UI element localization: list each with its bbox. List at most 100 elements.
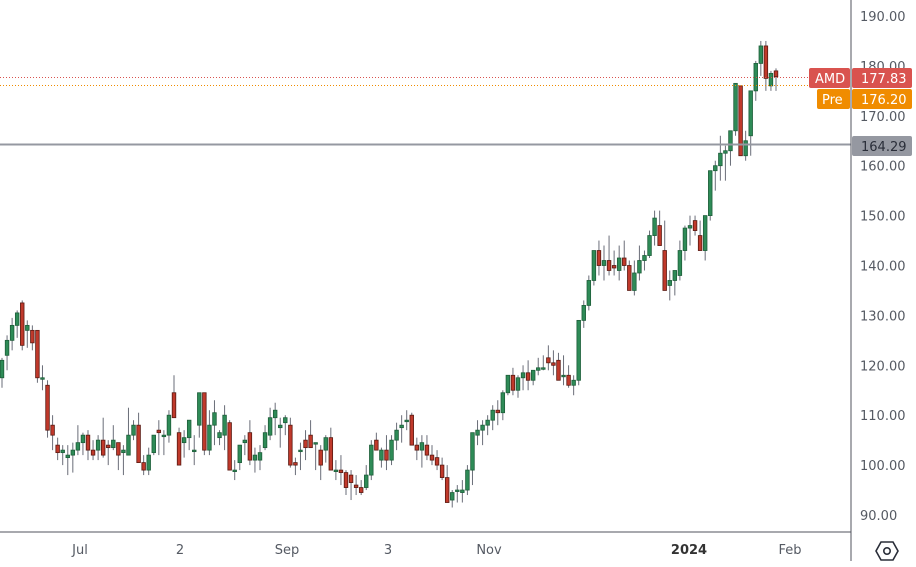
price-tick-label: 100.00 (860, 459, 906, 474)
candle (65, 445, 70, 476)
gear-hexagon-icon (875, 541, 899, 561)
pre-price-tag: 176.20 (852, 89, 912, 109)
candle (677, 240, 683, 281)
candle (4, 335, 10, 371)
price-tick-label: 90.00 (860, 509, 897, 524)
candle (353, 475, 359, 496)
pre-price-value: 176.20 (861, 93, 907, 108)
candle (520, 365, 526, 391)
candle (308, 420, 313, 449)
candle (551, 350, 556, 376)
candle (768, 70, 774, 91)
candle (90, 440, 96, 461)
candle (20, 300, 25, 351)
candle (75, 425, 81, 456)
price-tick-label: 130.00 (860, 309, 906, 324)
candle (111, 425, 116, 451)
candle (338, 455, 344, 486)
candle (166, 410, 172, 443)
candle (439, 457, 445, 481)
candle (616, 245, 622, 281)
candle (212, 400, 217, 446)
candle (35, 329, 40, 383)
candle (333, 460, 339, 481)
candle (536, 357, 541, 376)
candle (85, 430, 91, 461)
candles-layer (0, 40, 779, 508)
candle (252, 447, 258, 473)
time-tick-label: Feb (778, 543, 801, 558)
candle (480, 420, 485, 446)
candle (328, 427, 334, 471)
pre-tag-symbol: Pre (822, 93, 843, 108)
price-tick-label: 150.00 (860, 210, 906, 225)
price-axis[interactable]: 190.00180.00170.00160.00150.00140.00130.… (860, 10, 906, 524)
candle (303, 430, 308, 461)
candle (272, 402, 278, 436)
candle (70, 442, 76, 473)
candle (389, 435, 394, 466)
candle (596, 240, 602, 276)
candle (171, 375, 177, 419)
candle (55, 437, 60, 461)
candle (242, 435, 248, 456)
candle (591, 250, 597, 286)
candle (733, 82, 738, 136)
time-tick-label: 2024 (671, 543, 707, 558)
amd-price-tag: 177.83 (852, 68, 912, 88)
candle (586, 275, 592, 311)
candle (637, 245, 642, 281)
candle (192, 435, 197, 466)
candle (232, 460, 237, 481)
candle (40, 365, 45, 391)
candle (0, 357, 5, 388)
candle (50, 415, 55, 451)
time-tick-label: Sep (275, 543, 300, 558)
candle (384, 435, 389, 471)
candle (485, 415, 490, 436)
candle (687, 215, 693, 246)
candle (429, 445, 435, 466)
price-tick-label: 140.00 (860, 260, 906, 275)
candle (500, 390, 506, 421)
candle (293, 457, 298, 476)
candle (364, 465, 369, 491)
candle (409, 412, 414, 446)
horizontal-line-value: 164.29 (861, 140, 907, 155)
candle (561, 355, 566, 386)
candle (672, 270, 678, 296)
candle (151, 434, 156, 456)
candle (222, 405, 227, 451)
candle (100, 417, 106, 458)
candle (748, 90, 753, 156)
candle (758, 40, 764, 76)
price-tick-label: 120.00 (860, 359, 906, 374)
candle (141, 455, 146, 476)
candle (581, 300, 586, 328)
time-axis[interactable]: Jul 2 Sep 3 Nov 2024 Feb (71, 543, 801, 558)
candle (606, 235, 612, 276)
candle (444, 465, 450, 503)
candle (131, 420, 136, 441)
candle (348, 470, 354, 501)
candle (181, 430, 187, 458)
candle (647, 230, 652, 259)
candle (541, 355, 546, 371)
candle (278, 417, 283, 448)
candle (247, 420, 253, 466)
chart-settings-button[interactable] (874, 539, 900, 563)
price-tick-label: 160.00 (860, 160, 906, 175)
candle (121, 445, 126, 476)
candle (627, 260, 632, 291)
candle (642, 250, 647, 271)
candle (450, 490, 455, 508)
pre-tag: Pre (817, 89, 850, 109)
candle (227, 420, 232, 471)
candle (262, 425, 268, 451)
candle (763, 40, 769, 91)
candle (197, 392, 202, 438)
candle (495, 400, 500, 426)
amd-price-value: 177.83 (861, 72, 907, 87)
amd-tag: AMD (809, 68, 850, 88)
